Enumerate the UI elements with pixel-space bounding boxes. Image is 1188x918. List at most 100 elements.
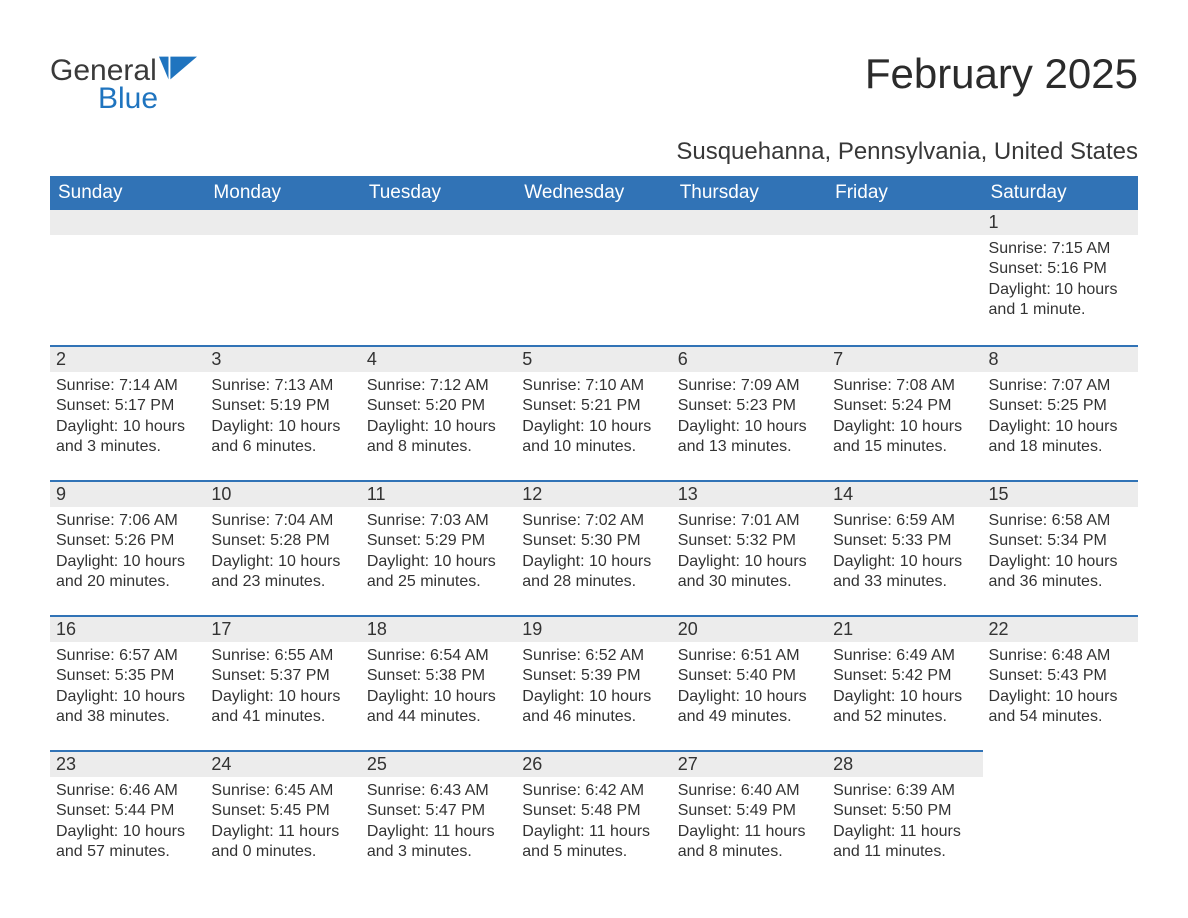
day-daylight: Daylight: 10 hours and 18 minutes. — [989, 417, 1132, 458]
day-daylight: Daylight: 10 hours and 15 minutes. — [833, 417, 976, 458]
day-details: Sunrise: 6:43 AMSunset: 5:47 PMDaylight:… — [361, 777, 516, 871]
day-sunset: Sunset: 5:32 PM — [678, 531, 821, 551]
calendar-day-cell: 27Sunrise: 6:40 AMSunset: 5:49 PMDayligh… — [672, 750, 827, 885]
day-sunset: Sunset: 5:50 PM — [833, 801, 976, 821]
logo: General Blue — [50, 50, 197, 116]
day-number: 20 — [672, 615, 827, 642]
day-sunset: Sunset: 5:48 PM — [522, 801, 665, 821]
day-sunrise: Sunrise: 6:45 AM — [211, 781, 354, 801]
day-sunset: Sunset: 5:30 PM — [522, 531, 665, 551]
day-sunrise: Sunrise: 6:49 AM — [833, 646, 976, 666]
day-sunrise: Sunrise: 6:39 AM — [833, 781, 976, 801]
day-details: Sunrise: 6:52 AMSunset: 5:39 PMDaylight:… — [516, 642, 671, 736]
day-sunset: Sunset: 5:19 PM — [211, 396, 354, 416]
weekday-header: Thursday — [672, 176, 827, 210]
calendar-header-row: SundayMondayTuesdayWednesdayThursdayFrid… — [50, 176, 1138, 210]
day-number: 4 — [361, 345, 516, 372]
day-sunrise: Sunrise: 7:08 AM — [833, 376, 976, 396]
day-details: Sunrise: 6:58 AMSunset: 5:34 PMDaylight:… — [983, 507, 1138, 601]
day-number: 2 — [50, 345, 205, 372]
calendar-day-cell: 19Sunrise: 6:52 AMSunset: 5:39 PMDayligh… — [516, 615, 671, 750]
day-number — [50, 210, 205, 235]
calendar-day-cell — [205, 210, 360, 345]
day-number: 25 — [361, 750, 516, 777]
day-number: 28 — [827, 750, 982, 777]
day-daylight: Daylight: 10 hours and 52 minutes. — [833, 687, 976, 728]
day-details: Sunrise: 7:01 AMSunset: 5:32 PMDaylight:… — [672, 507, 827, 601]
day-number — [516, 210, 671, 235]
calendar-day-cell: 26Sunrise: 6:42 AMSunset: 5:48 PMDayligh… — [516, 750, 671, 885]
day-daylight: Daylight: 10 hours and 10 minutes. — [522, 417, 665, 458]
day-details: Sunrise: 7:07 AMSunset: 5:25 PMDaylight:… — [983, 372, 1138, 466]
day-number: 11 — [361, 480, 516, 507]
day-number: 8 — [983, 345, 1138, 372]
day-number: 14 — [827, 480, 982, 507]
calendar-day-cell: 4Sunrise: 7:12 AMSunset: 5:20 PMDaylight… — [361, 345, 516, 480]
day-sunset: Sunset: 5:23 PM — [678, 396, 821, 416]
calendar-day-cell: 22Sunrise: 6:48 AMSunset: 5:43 PMDayligh… — [983, 615, 1138, 750]
calendar-day-cell: 18Sunrise: 6:54 AMSunset: 5:38 PMDayligh… — [361, 615, 516, 750]
day-sunset: Sunset: 5:44 PM — [56, 801, 199, 821]
calendar-day-cell: 25Sunrise: 6:43 AMSunset: 5:47 PMDayligh… — [361, 750, 516, 885]
calendar-day-cell: 3Sunrise: 7:13 AMSunset: 5:19 PMDaylight… — [205, 345, 360, 480]
day-sunrise: Sunrise: 7:14 AM — [56, 376, 199, 396]
day-number: 18 — [361, 615, 516, 642]
day-number: 22 — [983, 615, 1138, 642]
calendar-day-cell: 15Sunrise: 6:58 AMSunset: 5:34 PMDayligh… — [983, 480, 1138, 615]
day-sunrise: Sunrise: 6:59 AM — [833, 511, 976, 531]
day-daylight: Daylight: 10 hours and 54 minutes. — [989, 687, 1132, 728]
day-number: 16 — [50, 615, 205, 642]
day-sunset: Sunset: 5:43 PM — [989, 666, 1132, 686]
day-sunset: Sunset: 5:17 PM — [56, 396, 199, 416]
day-number: 27 — [672, 750, 827, 777]
day-sunset: Sunset: 5:29 PM — [367, 531, 510, 551]
day-number: 3 — [205, 345, 360, 372]
day-sunrise: Sunrise: 7:04 AM — [211, 511, 354, 531]
day-number: 21 — [827, 615, 982, 642]
day-number: 12 — [516, 480, 671, 507]
day-sunrise: Sunrise: 6:40 AM — [678, 781, 821, 801]
day-daylight: Daylight: 10 hours and 41 minutes. — [211, 687, 354, 728]
day-daylight: Daylight: 10 hours and 1 minute. — [989, 280, 1132, 321]
day-daylight: Daylight: 10 hours and 20 minutes. — [56, 552, 199, 593]
weekday-header: Saturday — [983, 176, 1138, 210]
day-sunset: Sunset: 5:28 PM — [211, 531, 354, 551]
day-number: 13 — [672, 480, 827, 507]
day-details: Sunrise: 7:13 AMSunset: 5:19 PMDaylight:… — [205, 372, 360, 466]
day-sunset: Sunset: 5:35 PM — [56, 666, 199, 686]
calendar-day-cell — [516, 210, 671, 345]
day-details: Sunrise: 6:40 AMSunset: 5:49 PMDaylight:… — [672, 777, 827, 871]
calendar-day-cell — [361, 210, 516, 345]
day-number: 17 — [205, 615, 360, 642]
day-details: Sunrise: 6:51 AMSunset: 5:40 PMDaylight:… — [672, 642, 827, 736]
day-daylight: Daylight: 10 hours and 28 minutes. — [522, 552, 665, 593]
day-details: Sunrise: 6:48 AMSunset: 5:43 PMDaylight:… — [983, 642, 1138, 736]
day-number: 19 — [516, 615, 671, 642]
calendar-week-row: 16Sunrise: 6:57 AMSunset: 5:35 PMDayligh… — [50, 615, 1138, 750]
day-daylight: Daylight: 10 hours and 30 minutes. — [678, 552, 821, 593]
day-number — [827, 210, 982, 235]
day-number — [205, 210, 360, 235]
weekday-header: Sunday — [50, 176, 205, 210]
day-details: Sunrise: 6:45 AMSunset: 5:45 PMDaylight:… — [205, 777, 360, 871]
day-details: Sunrise: 7:06 AMSunset: 5:26 PMDaylight:… — [50, 507, 205, 601]
day-details: Sunrise: 6:49 AMSunset: 5:42 PMDaylight:… — [827, 642, 982, 736]
day-sunset: Sunset: 5:24 PM — [833, 396, 976, 416]
calendar-week-row: 23Sunrise: 6:46 AMSunset: 5:44 PMDayligh… — [50, 750, 1138, 885]
day-sunset: Sunset: 5:34 PM — [989, 531, 1132, 551]
day-daylight: Daylight: 11 hours and 0 minutes. — [211, 822, 354, 863]
day-details: Sunrise: 7:04 AMSunset: 5:28 PMDaylight:… — [205, 507, 360, 601]
day-sunset: Sunset: 5:16 PM — [989, 259, 1132, 279]
day-sunrise: Sunrise: 7:07 AM — [989, 376, 1132, 396]
calendar-day-cell: 7Sunrise: 7:08 AMSunset: 5:24 PMDaylight… — [827, 345, 982, 480]
calendar-day-cell: 17Sunrise: 6:55 AMSunset: 5:37 PMDayligh… — [205, 615, 360, 750]
day-details: Sunrise: 6:59 AMSunset: 5:33 PMDaylight:… — [827, 507, 982, 601]
calendar-day-cell: 5Sunrise: 7:10 AMSunset: 5:21 PMDaylight… — [516, 345, 671, 480]
day-details: Sunrise: 7:12 AMSunset: 5:20 PMDaylight:… — [361, 372, 516, 466]
calendar-day-cell — [827, 210, 982, 345]
day-daylight: Daylight: 10 hours and 13 minutes. — [678, 417, 821, 458]
day-sunrise: Sunrise: 7:15 AM — [989, 239, 1132, 259]
page-title: February 2025 — [865, 50, 1138, 98]
day-sunset: Sunset: 5:49 PM — [678, 801, 821, 821]
weekday-header: Tuesday — [361, 176, 516, 210]
